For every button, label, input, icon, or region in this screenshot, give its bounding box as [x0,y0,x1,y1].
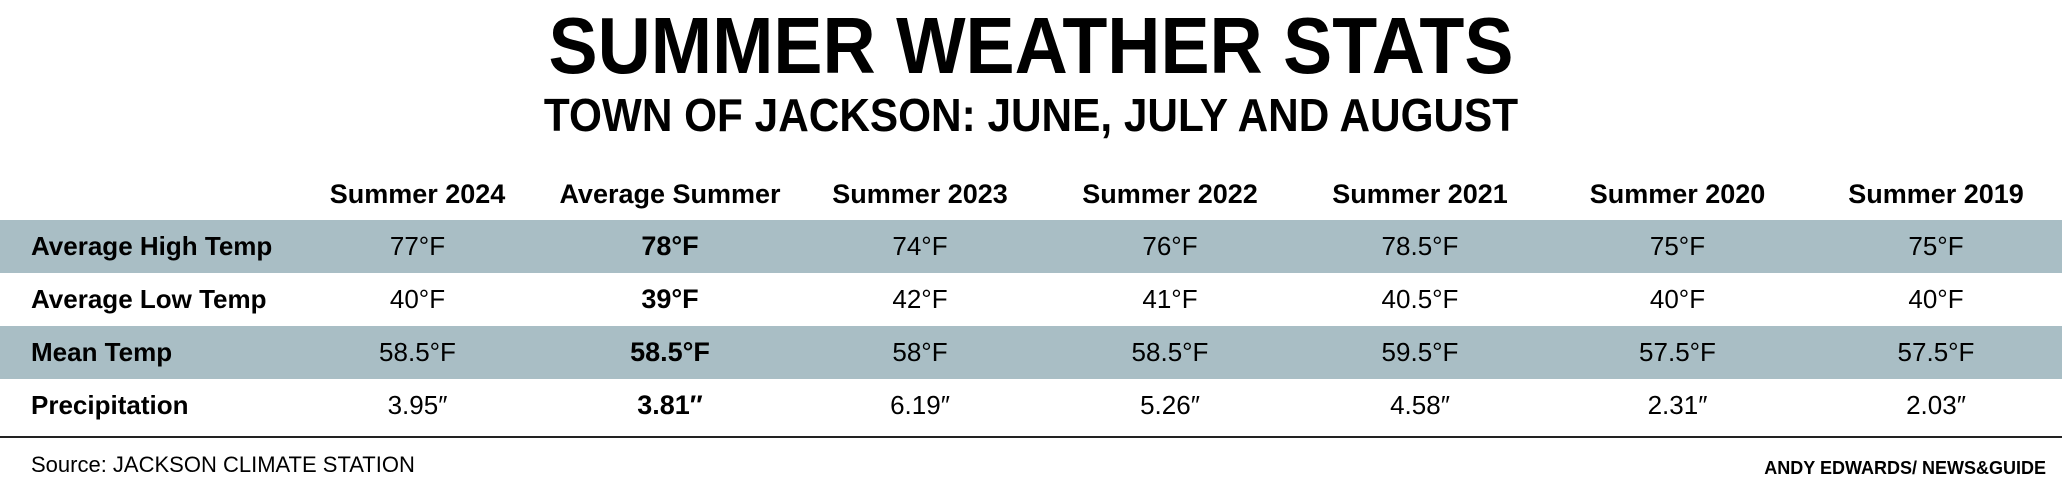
row-label: Precipitation [31,390,189,420]
table-cell: 76°F [1142,231,1198,261]
table-cell: 40°F [389,284,446,314]
table-cell: 6.19″ [890,390,950,420]
table-cell: 3.95″ [387,390,448,420]
table-cell: 41°F [1142,284,1198,314]
column-header: Summer 2021 [1332,178,1508,209]
table-cell: 5.26″ [1140,390,1200,420]
column-header: Summer 2019 [1848,178,2024,209]
table-cell: 75°F [1649,231,1706,261]
table-cell: 40°F [1649,284,1706,314]
table-cell: 57.5°F [1639,337,1716,367]
table-cell: 78.5°F [1381,231,1459,261]
table-cell: 59.5°F [1381,337,1459,367]
row-label: Mean Temp [31,337,173,367]
table-cell: 40.5°F [1381,284,1459,314]
table-cell: 58.5°F [1131,337,1209,367]
table-row: Average Low Temp 40°F 39°F 42°F 41°F 40.… [0,273,2062,326]
table-cell-highlight: 78°F [641,231,699,261]
weather-table: Summer 2024 Average Summer Summer 2023 S… [0,168,2062,432]
header-row: Summer 2024 Average Summer Summer 2023 S… [0,168,2062,220]
table-cell: 4.58″ [1390,390,1450,420]
table-cell-highlight: 39°F [641,284,699,314]
divider-rule [0,436,2062,438]
column-header: Summer 2024 [329,178,506,209]
table-cell: 42°F [892,284,948,314]
table-cell: 2.31″ [1647,390,1708,420]
table-cell: 40°F [1908,284,1964,314]
source-note: Source: JACKSON CLIMATE STATION [31,452,415,477]
column-header: Summer 2020 [1589,178,1766,209]
row-label: Average Low Temp [31,284,267,314]
table-cell-highlight: 58.5°F [630,337,710,367]
table-cell: 58°F [892,337,948,367]
table-cell: 58.5°F [379,337,456,367]
table-cell: 75°F [1908,231,1964,261]
table-cell: 74°F [892,231,948,261]
table-row: Average High Temp 77°F 78°F 74°F 76°F 78… [0,220,2062,273]
table-cell-highlight: 3.81″ [637,390,703,420]
table-cell: 57.5°F [1897,337,1975,367]
chart-title: SUMMER WEATHER STATS [548,1,1514,90]
table-row: Precipitation 3.95″ 3.81″ 6.19″ 5.26″ 4.… [0,379,2062,432]
column-header: Average Summer [559,178,781,209]
column-header: Summer 2022 [1082,178,1258,209]
table-cell: 77°F [389,231,446,261]
table-row: Mean Temp 58.5°F 58.5°F 58°F 58.5°F 59.5… [0,326,2062,379]
column-header: Summer 2023 [832,178,1008,209]
chart-subtitle: TOWN OF JACKSON: JUNE, JULY AND AUGUST [543,89,1519,141]
table-cell: 2.03″ [1906,390,1966,420]
row-label: Average High Temp [31,231,273,261]
credit-line: ANDY EDWARDS/ NEWS&GUIDE [1764,458,2046,478]
